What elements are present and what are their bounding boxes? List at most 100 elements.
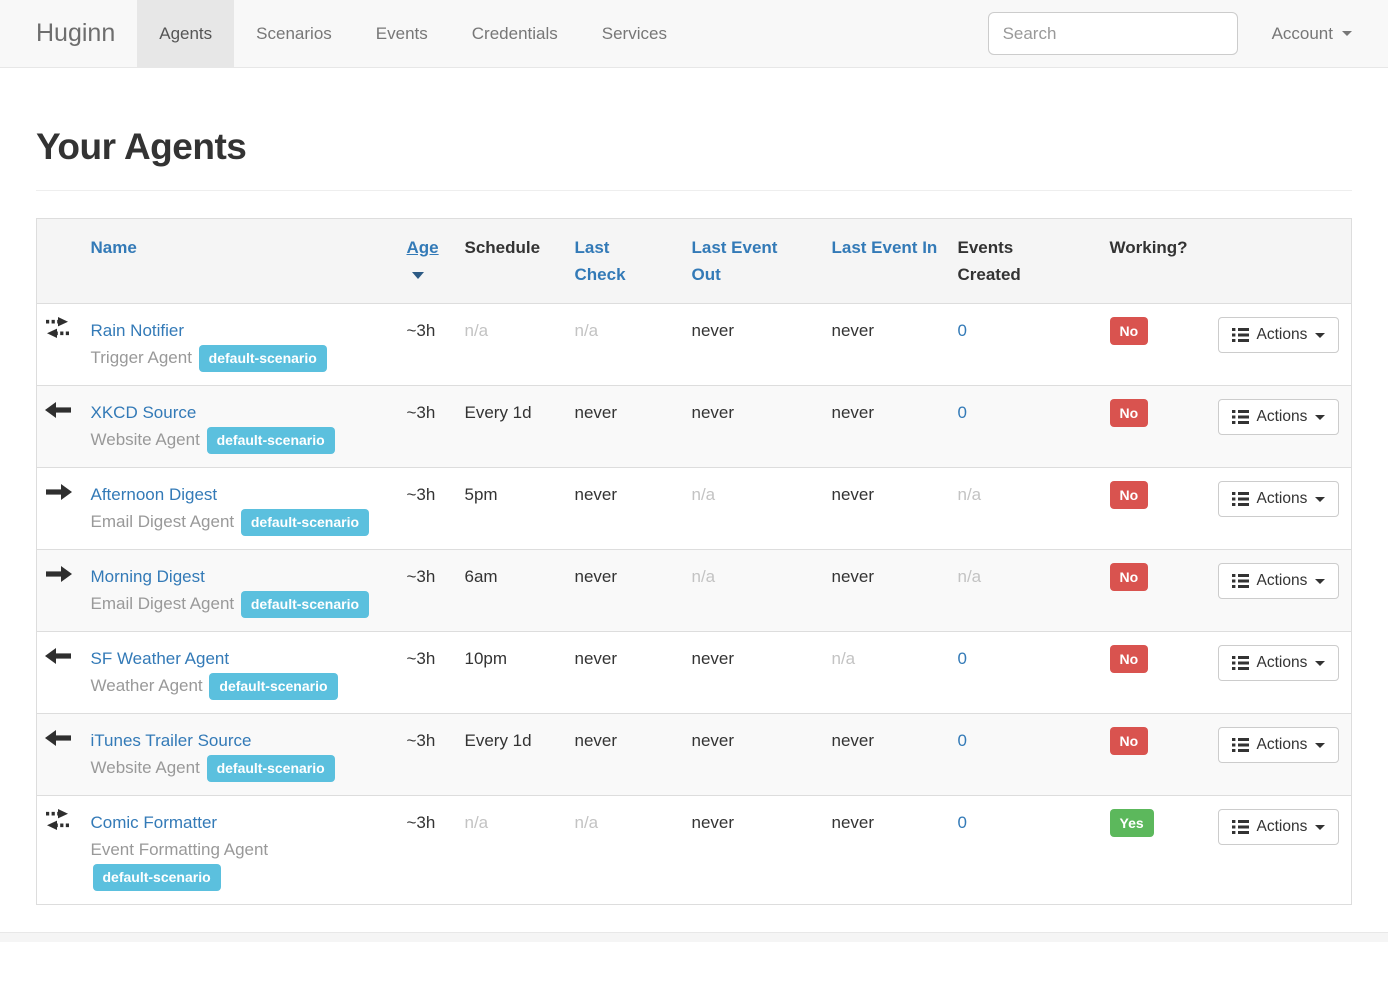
events-created-cell: 0 — [949, 303, 1102, 386]
last-event-out-cell: n/a — [683, 467, 824, 550]
events-created-link[interactable]: 0 — [957, 649, 967, 668]
actions-cell: Actions — [1209, 713, 1352, 796]
header-events-created: Events Created — [957, 238, 1021, 284]
events-created-link[interactable]: 0 — [957, 403, 967, 422]
agent-name-link[interactable]: XKCD Source — [90, 403, 197, 422]
actions-button[interactable]: Actions — [1217, 481, 1340, 517]
chevron-down-icon — [1315, 414, 1326, 420]
actions-button[interactable]: Actions — [1217, 563, 1340, 599]
events-created-cell: n/a — [949, 467, 1102, 550]
header-name[interactable]: Name — [90, 238, 137, 257]
agent-type-label: Trigger Agent — [90, 348, 192, 367]
age-cell: ~3h — [398, 795, 457, 905]
actions-button-label: Actions — [1256, 490, 1308, 507]
schedule-cell: n/a — [456, 303, 567, 386]
nav-item-credentials[interactable]: Credentials — [471, 23, 558, 43]
working-cell: No — [1101, 467, 1210, 550]
actions-cell: Actions — [1209, 549, 1352, 632]
arrow-left-icon — [45, 399, 72, 426]
actions-button[interactable]: Actions — [1217, 645, 1340, 681]
actions-cell: Actions — [1209, 467, 1352, 550]
agent-type-label: Website Agent — [90, 758, 200, 777]
last-event-in-cell: never — [823, 713, 950, 796]
sort-desc-icon — [411, 272, 424, 280]
agent-name-link[interactable]: iTunes Trailer Source — [90, 731, 252, 750]
actions-button-label: Actions — [1256, 736, 1308, 753]
agent-name-link[interactable]: Morning Digest — [90, 567, 205, 586]
navbar: Huginn Agents Scenarios Events Credentia… — [0, 0, 1388, 68]
nav-item-agents[interactable]: Agents — [137, 0, 235, 67]
header-last-event-out[interactable]: Last Event Out — [691, 238, 778, 284]
actions-button[interactable]: Actions — [1217, 809, 1340, 845]
agent-type-label: Email Digest Agent — [90, 512, 235, 531]
agent-type-label: Weather Agent — [90, 676, 203, 695]
last-event-out-cell: never — [683, 385, 824, 468]
arrow-right-icon — [45, 481, 72, 508]
events-created-cell: n/a — [949, 549, 1102, 632]
scenario-badge[interactable]: default-scenario — [240, 591, 370, 618]
events-created-link[interactable]: 0 — [957, 813, 967, 832]
agents-table: Name Age Schedule Last Check Last Event … — [36, 218, 1352, 905]
events-created-link: n/a — [957, 485, 982, 504]
actions-button-label: Actions — [1256, 572, 1308, 589]
actions-button-label: Actions — [1256, 818, 1308, 835]
scenario-badge[interactable]: default-scenario — [206, 755, 335, 782]
search-input[interactable] — [987, 12, 1238, 55]
list-icon — [1231, 656, 1249, 670]
actions-button[interactable]: Actions — [1217, 399, 1340, 435]
scenario-badge[interactable]: default-scenario — [240, 509, 370, 536]
scenario-badge[interactable]: default-scenario — [92, 864, 221, 891]
actions-button-label: Actions — [1256, 326, 1308, 343]
nav-item-events[interactable]: Events — [375, 23, 428, 43]
events-created-link[interactable]: 0 — [957, 321, 967, 340]
chevron-down-icon — [1315, 742, 1326, 748]
actions-cell: Actions — [1209, 303, 1352, 386]
last-check-cell: never — [566, 549, 684, 632]
agent-name-link[interactable]: Comic Formatter — [90, 813, 218, 832]
agent-name-link[interactable]: SF Weather Agent — [90, 649, 230, 668]
working-badge: No — [1109, 399, 1149, 427]
actions-button[interactable]: Actions — [1217, 727, 1340, 763]
actions-cell: Actions — [1209, 795, 1352, 905]
working-badge: No — [1109, 645, 1149, 673]
working-badge: No — [1109, 317, 1149, 345]
list-icon — [1231, 820, 1249, 834]
working-badge: No — [1109, 727, 1149, 755]
working-cell: No — [1101, 713, 1210, 796]
actions-button[interactable]: Actions — [1217, 317, 1340, 353]
chevron-down-icon — [1315, 332, 1326, 338]
agent-name-link[interactable]: Afternoon Digest — [90, 485, 218, 504]
working-badge: No — [1109, 481, 1149, 509]
bidirectional-arrows-icon — [45, 317, 70, 346]
header-icon-column — [36, 218, 83, 304]
schedule-cell: Every 1d — [456, 385, 567, 468]
main-nav: Agents Scenarios Events Credentials Serv… — [137, 0, 689, 67]
table-row: XKCD Source Website Agent default-scenar… — [36, 385, 1352, 468]
chevron-down-icon — [1342, 31, 1352, 36]
actions-cell: Actions — [1209, 631, 1352, 714]
table-row: Morning Digest Email Digest Agent defaul… — [36, 549, 1352, 632]
table-row: SF Weather Agent Weather Agent default-s… — [36, 631, 1352, 714]
last-check-cell: never — [566, 467, 684, 550]
header-age[interactable]: Age — [406, 238, 439, 257]
account-label: Account — [1271, 23, 1333, 43]
table-row: iTunes Trailer Source Website Agent defa… — [36, 713, 1352, 796]
schedule-cell: 10pm — [456, 631, 567, 714]
last-event-out-cell: never — [683, 303, 824, 386]
brand-logo[interactable]: Huginn — [36, 19, 116, 47]
events-created-link[interactable]: 0 — [957, 731, 967, 750]
last-check-cell: never — [566, 713, 684, 796]
header-last-check[interactable]: Last Check — [574, 238, 626, 284]
events-created-cell: 0 — [949, 713, 1102, 796]
nav-item-services[interactable]: Services — [601, 23, 667, 43]
account-menu[interactable]: Account — [1272, 24, 1352, 44]
scenario-badge[interactable]: default-scenario — [209, 673, 338, 700]
scenario-badge[interactable]: default-scenario — [198, 345, 327, 372]
events-created-cell: 0 — [949, 795, 1102, 905]
scenario-badge[interactable]: default-scenario — [206, 427, 335, 454]
actions-button-label: Actions — [1256, 408, 1308, 425]
header-last-event-in[interactable]: Last Event In — [831, 238, 938, 257]
agent-name-link[interactable]: Rain Notifier — [90, 321, 185, 340]
nav-item-scenarios[interactable]: Scenarios — [256, 23, 332, 43]
age-cell: ~3h — [398, 385, 457, 468]
